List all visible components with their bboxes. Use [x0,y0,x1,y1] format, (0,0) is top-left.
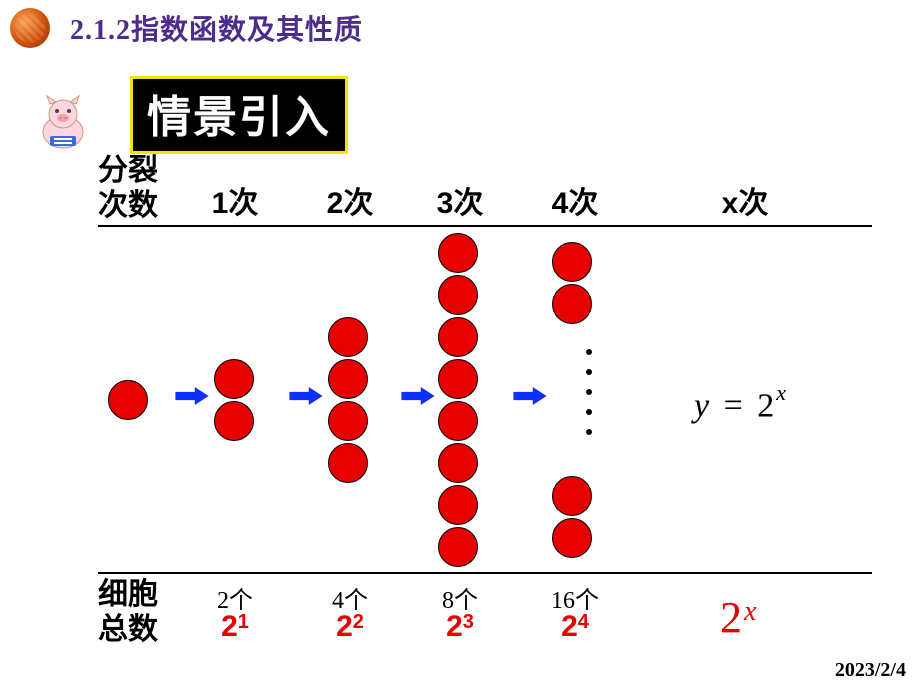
cell-dot [438,359,478,399]
cell-dot [552,284,592,324]
ellipsis-dot [586,349,592,355]
cell-dot [438,485,478,525]
arrow-icon [506,387,554,405]
power-2: 22 [310,610,390,644]
cell-dot [552,518,592,558]
cell-dot [552,242,592,282]
arrow-icon [168,387,216,405]
arrow-icon [394,387,442,405]
power-1: 21 [195,610,275,644]
ellipsis-dot [586,369,592,375]
ellipsis-dot [586,409,592,415]
cell-dot [328,317,368,357]
cell-dot [438,275,478,315]
cell-dot [438,527,478,567]
power-3: 23 [420,610,500,644]
cell-dot [328,359,368,399]
cell-dot [328,443,368,483]
cell-dot [108,380,148,420]
cell-dot [328,401,368,441]
arrow-icon [282,387,330,405]
ellipsis-dot [586,389,592,395]
cell-dot [552,476,592,516]
cell-dot [214,359,254,399]
power-4: 24 [535,610,615,644]
formula-y-eq-2x: y = 2x [694,384,784,425]
cell-dot [438,443,478,483]
ellipsis-dot [586,429,592,435]
cell-dot [438,401,478,441]
power-x: 2x [720,592,754,643]
cell-dot [438,317,478,357]
cell-dot [438,233,478,273]
date-stamp: 2023/2/4 [835,659,906,682]
cell-dot [214,401,254,441]
